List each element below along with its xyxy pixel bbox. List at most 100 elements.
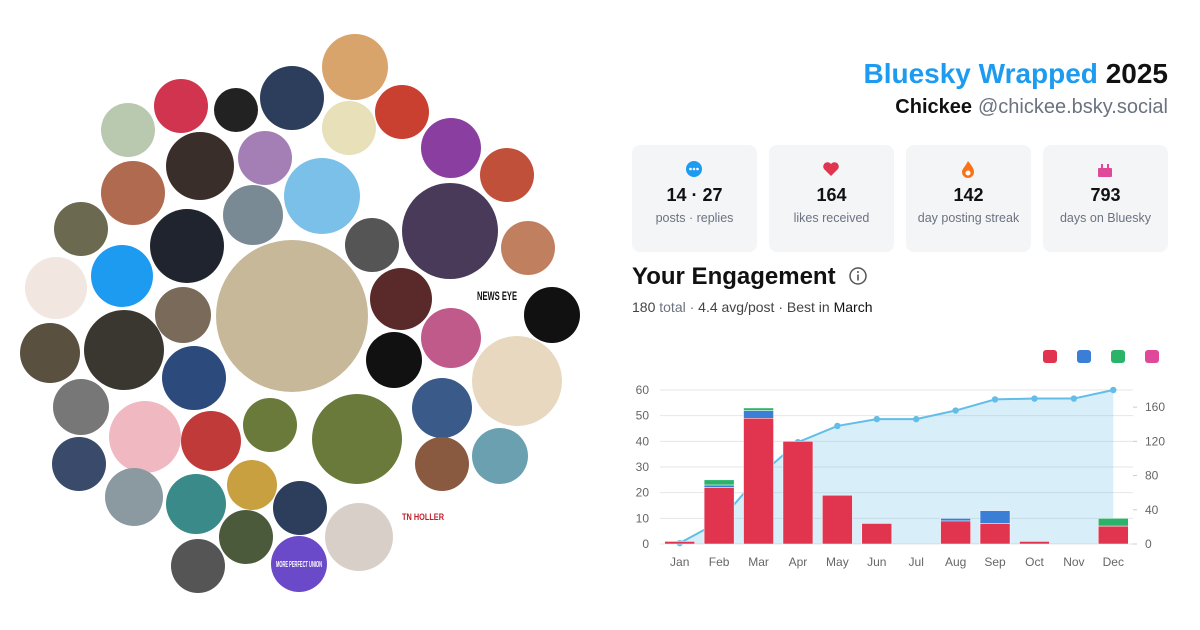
avatar[interactable]	[415, 437, 469, 491]
legend-icon[interactable]	[1043, 350, 1057, 363]
avatar[interactable]	[101, 161, 165, 225]
x-tick-label: Sep	[984, 555, 1006, 569]
bar-segment	[743, 407, 774, 411]
stat-card: 793 days on Bluesky	[1043, 145, 1168, 252]
bar-segment	[1098, 525, 1129, 545]
icon	[686, 161, 702, 177]
y-tick-label: 50	[636, 409, 650, 423]
avatar-label: MORE PERFECT UNION	[276, 560, 322, 569]
x-tick-label: Oct	[1025, 555, 1044, 569]
stat-value: 14 · 27	[666, 185, 723, 205]
x-tick-label: Mar	[748, 555, 769, 569]
avatar[interactable]	[273, 481, 327, 535]
avatar[interactable]	[150, 209, 224, 283]
avatar[interactable]	[154, 79, 208, 133]
avatar[interactable]	[238, 131, 292, 185]
stat-value: 142	[953, 185, 984, 205]
avatar[interactable]	[105, 468, 163, 526]
x-tick-label: Nov	[1063, 555, 1084, 569]
avatar[interactable]	[243, 398, 297, 452]
avatar[interactable]	[166, 474, 226, 534]
legend-icon[interactable]	[1145, 350, 1159, 363]
bar-segment	[743, 417, 774, 545]
stat-card: 142 day posting streak	[906, 145, 1031, 252]
avatar[interactable]	[219, 510, 273, 564]
avatar[interactable]	[421, 308, 481, 368]
avatar[interactable]	[162, 346, 226, 410]
avatar[interactable]	[214, 88, 258, 132]
y2-tick-label: 40	[1145, 503, 1159, 517]
avatar[interactable]	[54, 202, 108, 256]
avatar[interactable]	[345, 218, 399, 272]
line-point	[1110, 386, 1117, 394]
stat-value: 164	[816, 185, 847, 205]
info-icon[interactable]	[848, 266, 868, 286]
y2-tick-label: 120	[1145, 434, 1165, 448]
section-title: Your Engagement	[632, 263, 868, 291]
avatar[interactable]	[227, 460, 277, 510]
avatar[interactable]	[171, 539, 225, 593]
line-point	[952, 407, 959, 414]
x-tick-label: Jul	[909, 555, 924, 569]
legend-icon[interactable]	[1111, 350, 1125, 363]
handle: @chickee.bsky.social	[978, 96, 1168, 118]
avatar[interactable]	[216, 240, 368, 392]
avatar[interactable]	[370, 268, 432, 330]
line-point	[873, 415, 880, 423]
avatar[interactable]	[412, 378, 472, 438]
avatar[interactable]	[524, 287, 580, 343]
avatar[interactable]	[402, 183, 498, 279]
user: Chickee @chickee.bsky.social	[895, 96, 1168, 119]
avatar[interactable]	[325, 503, 393, 571]
avatar[interactable]	[312, 394, 402, 484]
avatar[interactable]	[322, 34, 388, 100]
line-point	[1031, 395, 1038, 402]
bar-segment	[703, 487, 735, 545]
best-month: March	[833, 299, 873, 315]
avatar[interactable]	[109, 401, 181, 473]
line-point	[834, 422, 841, 430]
avatar[interactable]	[52, 437, 106, 491]
avatar[interactable]	[155, 287, 211, 343]
brand: Bluesky Wrapped	[863, 58, 1098, 89]
avatar[interactable]	[91, 245, 153, 307]
line-point	[1070, 395, 1078, 402]
avatar[interactable]	[375, 85, 429, 139]
x-tick-label: May	[826, 555, 849, 569]
avatar[interactable]	[366, 332, 422, 388]
avatar[interactable]	[20, 323, 80, 383]
avatar[interactable]	[322, 101, 376, 155]
avatar[interactable]	[472, 428, 528, 484]
avatar[interactable]	[25, 257, 87, 319]
avatar[interactable]	[284, 158, 360, 234]
total: 180	[632, 299, 656, 315]
icon	[823, 162, 839, 176]
legend-icon[interactable]	[1077, 350, 1091, 363]
avatar[interactable]	[84, 310, 164, 390]
avatar[interactable]	[166, 132, 234, 200]
avatar[interactable]	[101, 103, 155, 157]
avatar[interactable]	[53, 379, 109, 435]
y2-tick-label: 160	[1145, 400, 1165, 414]
display-name: Chickee	[895, 96, 972, 118]
avatar[interactable]	[223, 185, 283, 245]
stat-label: day posting streak	[917, 211, 1020, 225]
icon	[962, 161, 974, 178]
avatar[interactable]	[271, 536, 327, 592]
avatar[interactable]	[501, 221, 555, 275]
avatar[interactable]	[260, 66, 324, 130]
y-tick-label: 30	[636, 460, 650, 474]
y-tick-label: 20	[636, 486, 650, 500]
bar-segment	[703, 484, 735, 488]
y2-tick-label: 0	[1145, 537, 1152, 551]
avatar[interactable]	[421, 118, 481, 178]
stat-label: days on Bluesky	[1059, 211, 1152, 225]
avatar[interactable]	[472, 336, 562, 426]
bar-segment	[743, 410, 774, 419]
avatar-label: NEWS EYE	[477, 289, 517, 303]
x-tick-label: Feb	[709, 555, 730, 569]
bar-segment	[979, 523, 1011, 545]
avatar[interactable]	[480, 148, 534, 202]
avatar[interactable]	[181, 411, 241, 471]
